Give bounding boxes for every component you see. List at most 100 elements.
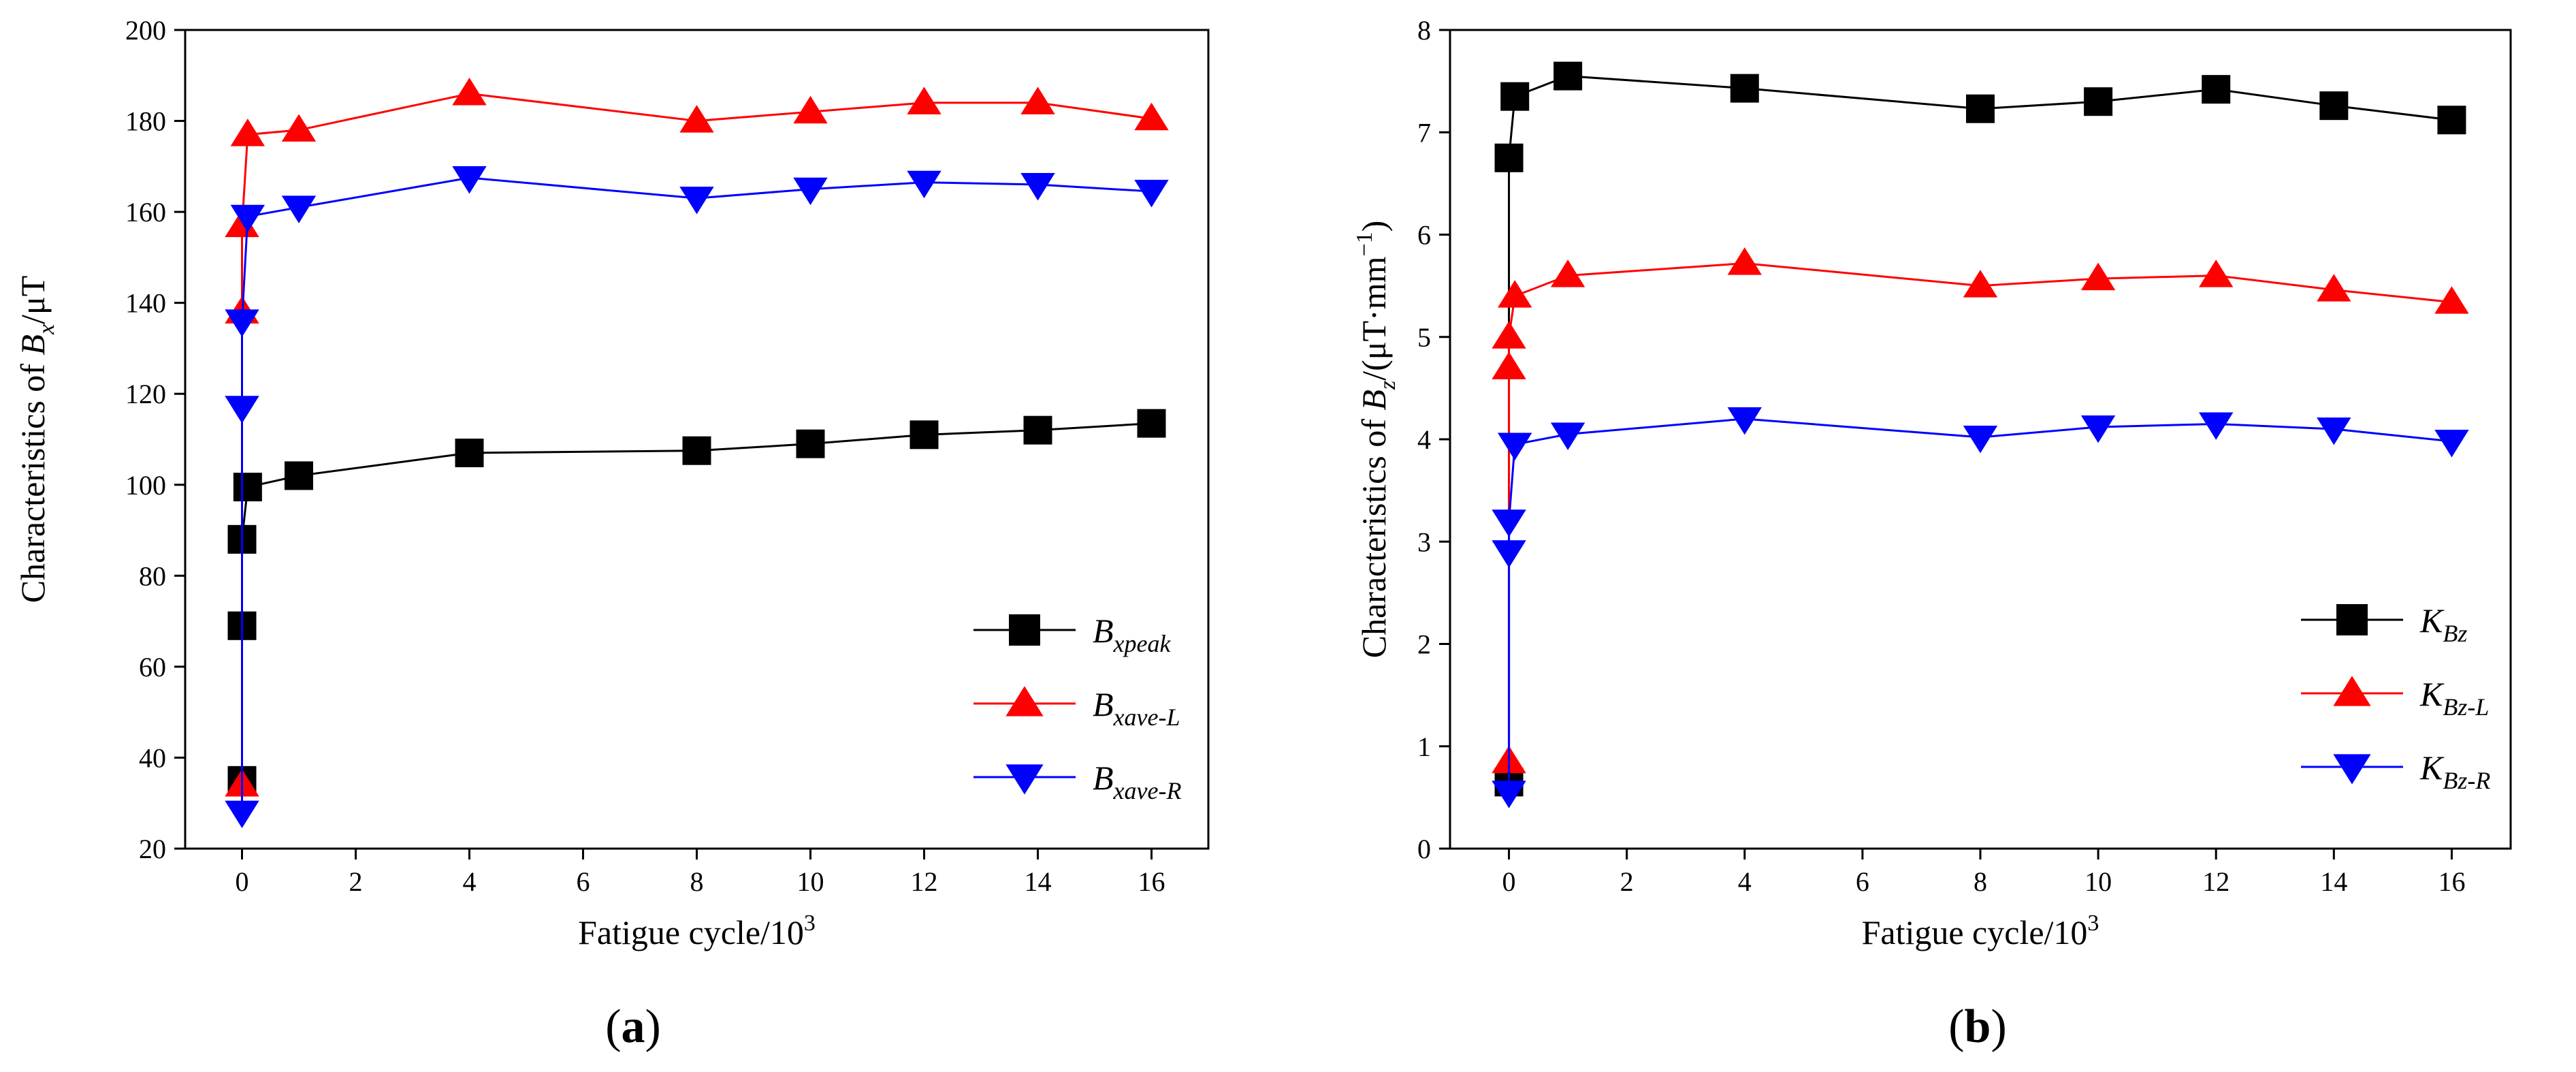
series-B_xave-L: [225, 78, 1169, 797]
x-tick-label: 4: [1738, 866, 1752, 897]
legend-marker: [2336, 604, 2368, 635]
data-point: [907, 86, 941, 114]
y-axis-label-end: ): [1355, 221, 1393, 232]
data-point: [1963, 270, 1998, 298]
y-axis-label-suffix: /(μT·mm: [1355, 256, 1393, 380]
x-tick-label: 14: [2320, 866, 2347, 897]
x-axis-label: Fatigue cycle/103: [578, 911, 816, 951]
series-line: [241, 422, 1152, 781]
series-line: [241, 176, 1152, 813]
data-point: [1020, 86, 1055, 114]
x-tick-label: 12: [911, 866, 938, 897]
data-point: [285, 461, 313, 490]
x-tick-label: 6: [1856, 866, 1869, 897]
data-point: [1020, 173, 1055, 201]
data-point: [281, 114, 317, 142]
data-point: [2080, 415, 2116, 443]
x-axis-label-text: Fatigue cycle/10: [578, 913, 804, 951]
data-point: [225, 309, 259, 337]
legend-label: Bxave-R: [1093, 759, 1181, 804]
data-point: [2434, 286, 2469, 314]
legend-label-main: K: [2419, 675, 2445, 713]
data-point: [1550, 259, 1585, 287]
data-point: [1498, 280, 1532, 308]
data-point: [2319, 91, 2349, 121]
panel-caption: (b): [1948, 1000, 2007, 1053]
data-point: [2317, 417, 2351, 445]
panel-caption: (a): [605, 1000, 661, 1053]
x-axis-label: Fatigue cycle/103: [1862, 911, 2099, 951]
x-tick-label: 0: [236, 866, 249, 897]
data-point: [2202, 75, 2231, 104]
data-point: [1966, 94, 1995, 123]
series-line: [1508, 75, 2452, 783]
data-point: [1494, 143, 1524, 172]
x-axis-label-text: Fatigue cycle/10: [1862, 913, 2088, 951]
y-tick-label: 180: [125, 106, 166, 137]
data-point: [2199, 259, 2234, 287]
y-axis-label-suffix: /μT: [14, 276, 52, 324]
chart-panel-a: 0 2 4 6 8 10 12 14 16 20 40 60 80 100 120 140 160 180 200 F…: [14, 15, 1210, 1053]
x-tick-label: 16: [2438, 866, 2465, 897]
data-point: [452, 166, 487, 194]
y-tick-label: 4: [1417, 424, 1431, 455]
data-point: [1727, 407, 1762, 435]
x-tick-label: 6: [577, 866, 590, 897]
x-tick-label: 2: [349, 866, 363, 897]
data-point: [1492, 509, 1526, 537]
y-axis-label-sub: x: [34, 324, 59, 335]
y-tick-label: 0: [1417, 834, 1431, 864]
y-axis-label-var: B: [14, 334, 52, 356]
y-axis-label: Characteristics of Bx/μT: [14, 276, 59, 603]
legend-marker: [1005, 764, 1044, 795]
legend-label-main: K: [2419, 601, 2445, 640]
caption-letter: a: [622, 1000, 645, 1053]
legend-marker: [1005, 686, 1044, 716]
y-tick-label: 40: [139, 742, 166, 773]
y-axis-label-prefix: Characteristics of: [1355, 411, 1393, 659]
data-point: [230, 119, 265, 146]
data-point: [2317, 274, 2351, 302]
data-point: [225, 800, 259, 829]
x-tick-label: 10: [797, 866, 824, 897]
data-point: [793, 95, 828, 124]
y-tick-label: 7: [1417, 117, 1431, 148]
y-tick-label: 20: [139, 834, 166, 864]
data-point: [2434, 429, 2469, 458]
y-tick-label: 3: [1417, 526, 1431, 557]
y-tick-label: 5: [1417, 322, 1431, 353]
caption-letter: b: [1965, 1000, 1991, 1053]
y-axis-label-var: B: [1355, 390, 1393, 411]
data-point: [452, 78, 487, 106]
y-tick-label: 1: [1417, 731, 1431, 762]
y-tick-label: 100: [125, 470, 166, 501]
caption-close: ): [1991, 1000, 2006, 1053]
legend-label: KBz-R: [2419, 748, 2490, 794]
caption-open: (: [1948, 1000, 1964, 1053]
x-tick-label: 10: [2084, 866, 2112, 897]
y-axis-label-prefix: Characteristics of: [14, 356, 52, 603]
data-point: [1550, 422, 1585, 450]
data-point: [225, 209, 259, 238]
legend-marker: [2333, 754, 2371, 785]
data-point: [2437, 106, 2466, 135]
data-point: [1492, 351, 1526, 379]
y-tick-label: 160: [125, 197, 166, 227]
caption-close: ): [645, 1000, 661, 1053]
data-point: [1500, 82, 1530, 111]
y-tick-label: 6: [1417, 220, 1431, 251]
data-point: [2084, 87, 2113, 116]
x-axis-label-sup: 3: [804, 911, 816, 936]
x-tick-label: 8: [690, 866, 704, 897]
legend-label-main: K: [2419, 748, 2445, 787]
data-point: [2080, 262, 2116, 291]
caption-open: (: [605, 1000, 621, 1053]
data-point: [1492, 540, 1526, 568]
data-point: [1730, 74, 1759, 103]
series-line: [1508, 262, 2452, 762]
legend-label: Bxave-L: [1093, 685, 1180, 731]
legend-marker: [1009, 614, 1040, 646]
y-axis-label-sub: z: [1375, 381, 1400, 390]
series-line: [1508, 417, 2452, 793]
data-point: [679, 187, 714, 215]
